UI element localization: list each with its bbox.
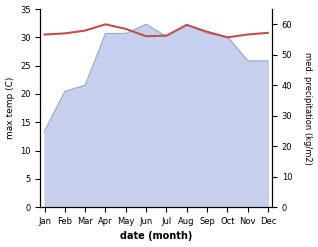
Y-axis label: med. precipitation (kg/m2): med. precipitation (kg/m2) (303, 52, 313, 165)
X-axis label: date (month): date (month) (120, 231, 192, 242)
Y-axis label: max temp (C): max temp (C) (5, 77, 15, 139)
